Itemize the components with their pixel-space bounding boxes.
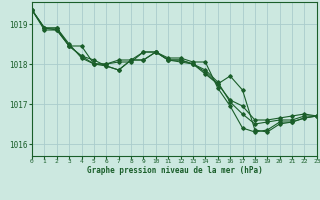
X-axis label: Graphe pression niveau de la mer (hPa): Graphe pression niveau de la mer (hPa) (86, 166, 262, 175)
